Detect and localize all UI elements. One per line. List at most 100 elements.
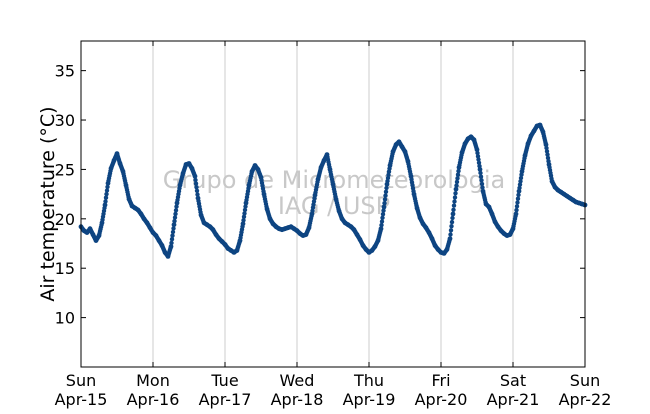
data-point-interp bbox=[380, 215, 385, 220]
data-point bbox=[381, 204, 387, 210]
y-tick-label: 10 bbox=[55, 309, 75, 328]
x-tick-labels: SunApr-15MonApr-16TueApr-17WedApr-18ThuA… bbox=[55, 371, 612, 409]
plot-frame bbox=[80, 40, 586, 368]
data-point-interp bbox=[451, 203, 457, 208]
data-point bbox=[453, 186, 459, 192]
data-point-interp bbox=[454, 183, 459, 188]
data-point-interp bbox=[544, 145, 549, 151]
x-tick-day: Fri bbox=[431, 371, 450, 390]
y-tick-label: 15 bbox=[55, 259, 75, 278]
x-tick-day: Tue bbox=[210, 371, 238, 390]
data-point-interp bbox=[243, 204, 248, 209]
data-point-interp bbox=[381, 208, 386, 213]
data-point-interp bbox=[170, 229, 176, 235]
data-point bbox=[513, 211, 519, 217]
x-tick-date: Apr-17 bbox=[199, 390, 252, 409]
data-point-interp bbox=[193, 181, 199, 186]
data-point-interp bbox=[104, 191, 109, 197]
data-point-interp bbox=[475, 150, 480, 156]
data-point bbox=[447, 236, 453, 242]
data-point-interp bbox=[103, 199, 108, 204]
data-point-interp bbox=[379, 222, 384, 228]
data-point-interp bbox=[384, 185, 389, 191]
data-point-interp bbox=[169, 240, 174, 246]
tick-marks bbox=[80, 41, 586, 367]
data-point-interp bbox=[480, 185, 485, 190]
data-point-interp bbox=[242, 207, 248, 213]
data-point bbox=[240, 221, 246, 227]
data-point bbox=[192, 173, 198, 179]
data-point-interp bbox=[448, 232, 453, 237]
data-point-interp bbox=[103, 195, 109, 200]
data-point-interp bbox=[476, 160, 482, 165]
data-point bbox=[102, 202, 108, 208]
data-point-interp bbox=[515, 200, 520, 205]
data-point-interp bbox=[105, 184, 110, 190]
data-point-interp bbox=[104, 188, 110, 193]
data-point-interp bbox=[171, 226, 176, 231]
data-point-interp bbox=[479, 181, 485, 187]
data-point-interp bbox=[449, 224, 454, 229]
y-tick-label: 30 bbox=[55, 111, 75, 130]
data-point-interp bbox=[194, 188, 200, 193]
data-point-interp bbox=[172, 215, 178, 220]
data-point-interp bbox=[517, 185, 522, 191]
data-point-interp bbox=[545, 152, 550, 157]
x-tick-day: Wed bbox=[280, 371, 315, 390]
data-point-interp bbox=[450, 215, 455, 221]
data-point-interp bbox=[454, 179, 460, 185]
data-point-interp bbox=[514, 204, 520, 209]
x-tick-date: Apr-21 bbox=[487, 390, 540, 409]
data-point-interp bbox=[451, 207, 456, 212]
data-point-interp bbox=[448, 228, 454, 233]
data-point-interp bbox=[169, 237, 175, 242]
x-tick-date: Apr-15 bbox=[55, 390, 108, 409]
grid-layer bbox=[152, 41, 514, 367]
data-point-interp bbox=[173, 211, 178, 217]
data-point-interp bbox=[242, 211, 247, 216]
data-point-interp bbox=[518, 179, 523, 184]
data-point bbox=[378, 226, 384, 232]
data-point-interp bbox=[478, 170, 483, 176]
data-point-interp bbox=[380, 212, 386, 217]
data-point-interp bbox=[194, 185, 199, 190]
data-point-interp bbox=[455, 172, 461, 177]
data-points bbox=[78, 122, 588, 259]
x-tick-day: Mon bbox=[136, 371, 170, 390]
data-point-interp bbox=[195, 192, 200, 197]
data-point-interp bbox=[452, 199, 457, 204]
x-tick-date: Apr-18 bbox=[271, 390, 324, 409]
data-point-interp bbox=[515, 196, 521, 201]
data-point-interp bbox=[379, 219, 385, 224]
data-point-interp bbox=[449, 219, 455, 225]
data-point-interp bbox=[382, 197, 388, 202]
y-tick-label: 25 bbox=[55, 160, 75, 179]
x-tick-day: Sun bbox=[66, 371, 96, 390]
y-axis-title: Air temperature (°C) bbox=[37, 106, 59, 301]
x-tick-date: Apr-22 bbox=[559, 390, 612, 409]
data-point-interp bbox=[476, 157, 481, 162]
data-point bbox=[474, 147, 480, 153]
data-point-interp bbox=[479, 178, 484, 183]
x-tick-day: Sun bbox=[570, 371, 600, 390]
data-point-interp bbox=[193, 177, 198, 183]
data-point-interp bbox=[173, 208, 179, 213]
data-point-interp bbox=[241, 214, 247, 219]
data-point-interp bbox=[544, 149, 550, 154]
data-point-interp bbox=[456, 168, 461, 174]
data-point-interp bbox=[170, 233, 175, 238]
data-point bbox=[543, 142, 549, 148]
data-point-interp bbox=[455, 176, 460, 181]
data-point bbox=[450, 211, 456, 217]
x-tick-date: Apr-20 bbox=[415, 390, 468, 409]
data-point-interp bbox=[383, 193, 388, 198]
data-point-interp bbox=[174, 204, 179, 209]
data-point-interp bbox=[172, 218, 177, 224]
data-point bbox=[168, 244, 174, 249]
data-point-interp bbox=[517, 182, 523, 187]
data-point-interp bbox=[452, 195, 458, 200]
x-tick-day: Sat bbox=[500, 371, 526, 390]
y-tick-labels: 10 15 20 25 30 35 bbox=[55, 62, 75, 328]
